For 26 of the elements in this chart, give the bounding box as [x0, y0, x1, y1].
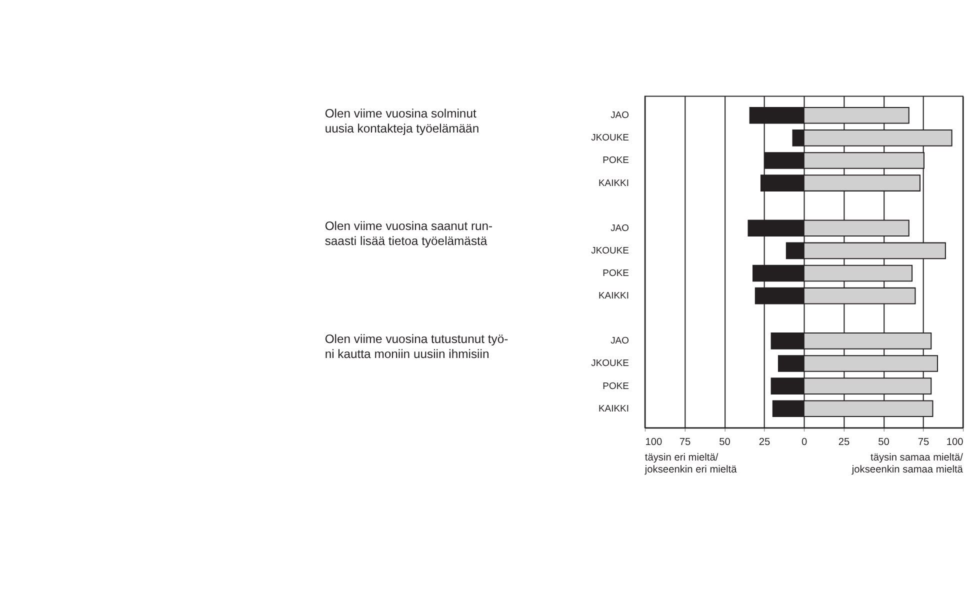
y-tick-label: JAO	[610, 110, 629, 122]
y-tick-label: JAO	[610, 222, 629, 234]
text: Olen viime vuosina solminut uusia kontakteja työelämään	[324, 106, 480, 136]
y-tick-label: POKE	[602, 155, 629, 166]
y-tick-label: KAIKKI	[598, 178, 629, 189]
x-tick-label: 25	[758, 437, 770, 448]
y-tick-label: POKE	[602, 268, 629, 279]
x-tick-label: 25	[838, 437, 850, 448]
x-tick-label: 100	[946, 437, 964, 448]
y-tick-label: KAIKKI	[598, 403, 629, 414]
x-tick-label: 0	[801, 437, 808, 448]
y-tick-label: JKOUKE	[591, 245, 629, 256]
y-tick-label: JKOUKE	[591, 132, 629, 144]
text: täysin eri mieltä/ jokseenkin eri mieltä	[644, 452, 738, 476]
text: täysin samaa mieltä/ jokseenkin samaa mieltä	[850, 452, 964, 476]
y-tick-label: JAO	[610, 336, 629, 347]
x-tick-label: 75	[679, 437, 691, 448]
y-tick-label: KAIKKI	[598, 290, 629, 302]
x-tick-label: 50	[878, 437, 890, 448]
x-tick-label: 75	[918, 437, 930, 448]
y-tick-label: POKE	[602, 380, 629, 392]
x-tick-label: 100	[645, 437, 663, 448]
x-tick-label: 50	[719, 437, 731, 448]
text: Olen viime vuosina saanut run- saasti lisää tietoa työelämästä	[324, 219, 493, 248]
text: Olen viime vuosina tutustunut työ- ni kautta moniin uusiin ihmisiin	[324, 332, 508, 361]
y-tick-label: JKOUKE	[591, 358, 629, 370]
